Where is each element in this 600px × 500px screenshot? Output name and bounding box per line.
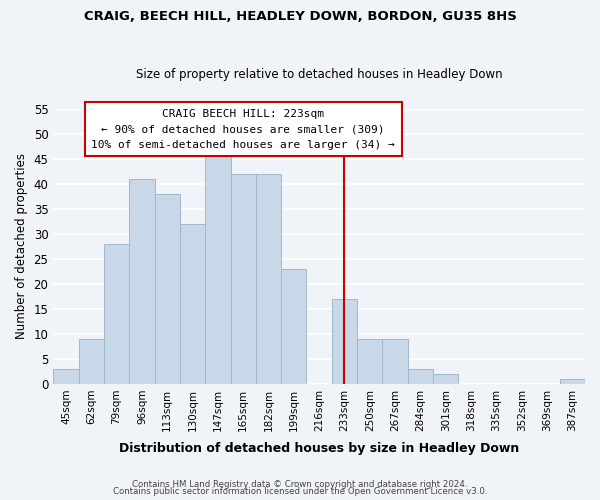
Bar xyxy=(155,194,180,384)
Bar xyxy=(560,379,585,384)
Bar xyxy=(205,154,230,384)
Bar xyxy=(332,299,357,384)
Bar xyxy=(357,339,382,384)
Text: Contains public sector information licensed under the Open Government Licence v3: Contains public sector information licen… xyxy=(113,487,487,496)
Bar xyxy=(230,174,256,384)
Bar xyxy=(433,374,458,384)
Bar xyxy=(79,339,104,384)
Text: Contains HM Land Registry data © Crown copyright and database right 2024.: Contains HM Land Registry data © Crown c… xyxy=(132,480,468,489)
Bar xyxy=(408,369,433,384)
Bar xyxy=(180,224,205,384)
Text: CRAIG, BEECH HILL, HEADLEY DOWN, BORDON, GU35 8HS: CRAIG, BEECH HILL, HEADLEY DOWN, BORDON,… xyxy=(83,10,517,23)
X-axis label: Distribution of detached houses by size in Headley Down: Distribution of detached houses by size … xyxy=(119,442,519,455)
Bar xyxy=(104,244,129,384)
Bar xyxy=(129,178,155,384)
Bar xyxy=(53,369,79,384)
Title: Size of property relative to detached houses in Headley Down: Size of property relative to detached ho… xyxy=(136,68,502,81)
Bar xyxy=(281,269,307,384)
Bar xyxy=(382,339,408,384)
Bar xyxy=(256,174,281,384)
Y-axis label: Number of detached properties: Number of detached properties xyxy=(15,153,28,339)
Text: CRAIG BEECH HILL: 223sqm
← 90% of detached houses are smaller (309)
10% of semi-: CRAIG BEECH HILL: 223sqm ← 90% of detach… xyxy=(91,108,395,150)
